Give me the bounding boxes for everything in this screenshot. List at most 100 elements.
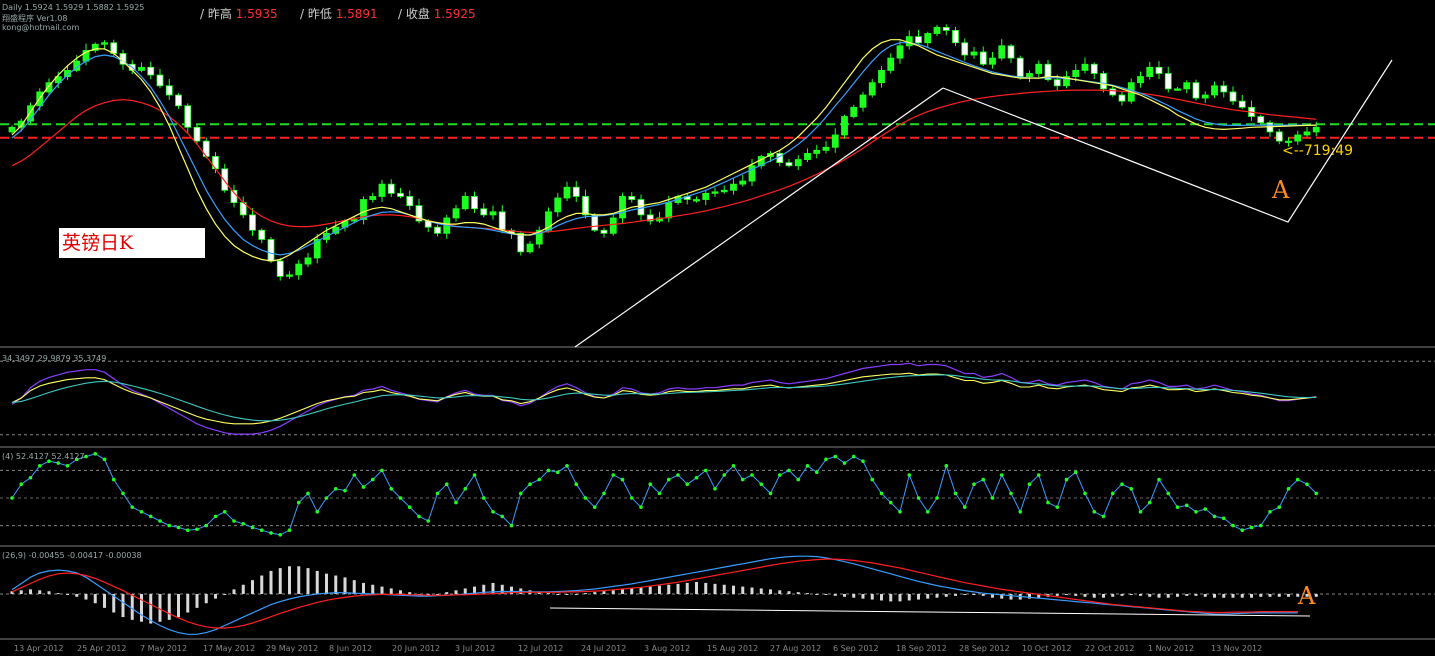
stoch-point — [509, 523, 514, 528]
candle-body — [526, 243, 534, 253]
candle-body — [813, 149, 821, 154]
stoch-point — [491, 510, 495, 514]
stoch-point — [694, 475, 699, 480]
macd-histogram-bar — [158, 594, 162, 622]
stoch-point — [139, 510, 144, 514]
stoch-point — [685, 482, 690, 487]
macd-histogram-bar — [537, 592, 541, 594]
stoch-point — [1073, 470, 1078, 475]
candle-body — [1183, 82, 1191, 90]
stoch-point — [185, 528, 190, 532]
stoch-point — [518, 491, 523, 496]
candle-body — [859, 94, 867, 108]
candle-body — [535, 229, 543, 245]
candle-body — [831, 134, 839, 148]
stoch-point — [315, 510, 320, 514]
macd-histogram-bar — [907, 594, 911, 601]
macd-histogram-bar — [278, 568, 282, 594]
candle-body — [794, 159, 802, 167]
candle-body — [1109, 88, 1117, 96]
stoch-point — [241, 521, 246, 526]
stoch-point — [972, 482, 976, 487]
macd-histogram-bar — [824, 594, 828, 595]
stoch-point — [805, 464, 810, 468]
macd-histogram-bar — [732, 585, 735, 594]
stoch-point — [731, 464, 736, 468]
macd-histogram-bar — [1213, 594, 1216, 598]
candle-body — [434, 226, 441, 234]
candle-body — [646, 214, 654, 222]
candle-body — [702, 192, 710, 200]
candle-body — [739, 180, 747, 185]
stoch-point — [65, 464, 70, 468]
macd-histogram-bar — [667, 584, 671, 594]
macd-histogram-bar — [593, 592, 597, 594]
stoch-point — [380, 468, 384, 473]
candle-body — [1026, 73, 1033, 77]
macd-histogram-bar — [963, 594, 967, 595]
stoch-point — [1138, 510, 1143, 514]
stoch-point — [648, 482, 653, 487]
stoch-point — [916, 496, 921, 500]
stoch-point — [472, 473, 477, 477]
stoch-point — [148, 514, 153, 519]
x-axis-label: 7 May 2012 — [140, 644, 188, 653]
stoch-point — [435, 491, 440, 496]
macd-histogram-bar — [713, 583, 717, 594]
trend-line-up — [574, 87, 944, 348]
macd-histogram-bar — [297, 566, 301, 594]
rsi-pane-label: 34.3497 29.9879 35.3749 — [2, 354, 107, 363]
x-axis-label: 22 Oct 2012 — [1085, 644, 1135, 653]
candle-body — [54, 76, 62, 84]
macd-histogram-bar — [704, 582, 708, 594]
stoch-point — [1175, 505, 1180, 510]
x-axis-label: 12 Jul 2012 — [518, 644, 564, 653]
macd-histogram-bar — [621, 589, 624, 594]
macd-histogram-bar — [954, 594, 957, 596]
macd-histogram-bar — [1250, 594, 1253, 598]
candle-body — [711, 191, 719, 194]
stoch-point — [352, 473, 357, 477]
candle-body — [1155, 66, 1163, 74]
macd-histogram-bar — [944, 594, 948, 597]
macd-histogram-bar — [1083, 594, 1087, 597]
macd-histogram-bar — [1009, 594, 1013, 600]
stoch-point — [833, 454, 838, 459]
stoch-point — [1314, 491, 1319, 496]
candle-body — [961, 42, 969, 56]
macd-histogram-bar — [1194, 594, 1198, 596]
stoch-point — [944, 464, 949, 468]
macd-histogram-bar — [454, 590, 458, 594]
stoch-point — [407, 505, 412, 510]
candle-body — [1275, 131, 1283, 142]
stoch-point — [796, 477, 801, 482]
candle-body — [1016, 57, 1024, 77]
stoch-point — [555, 470, 560, 475]
macd-histogram-bar — [436, 594, 439, 595]
macd-histogram-bar — [371, 584, 375, 594]
candle-body — [609, 217, 617, 234]
header-high: / 昨高 1.5935 — [200, 7, 278, 21]
stoch-point — [1120, 482, 1124, 487]
macd-trend-line — [549, 607, 1311, 617]
candle-body — [887, 57, 895, 71]
candle-body — [924, 33, 932, 44]
candle-body — [147, 66, 155, 76]
candle-body — [350, 219, 358, 222]
candle-body — [1303, 131, 1311, 136]
stoch-point — [666, 477, 671, 482]
candle-body — [915, 36, 922, 44]
stoch-point — [444, 482, 449, 487]
stoch-point — [195, 527, 199, 532]
macd-histogram-bar — [972, 594, 976, 595]
stoch-point — [953, 491, 958, 496]
candle-body — [572, 186, 580, 197]
candle-body — [91, 43, 99, 51]
candle-body — [397, 192, 404, 197]
macd-histogram-bar — [389, 588, 393, 594]
macd-histogram-bar — [1037, 594, 1041, 598]
stoch-point — [389, 487, 394, 491]
macd-histogram-bar — [223, 594, 227, 595]
candle-body — [138, 66, 145, 71]
macd-histogram-bar — [1148, 594, 1152, 597]
